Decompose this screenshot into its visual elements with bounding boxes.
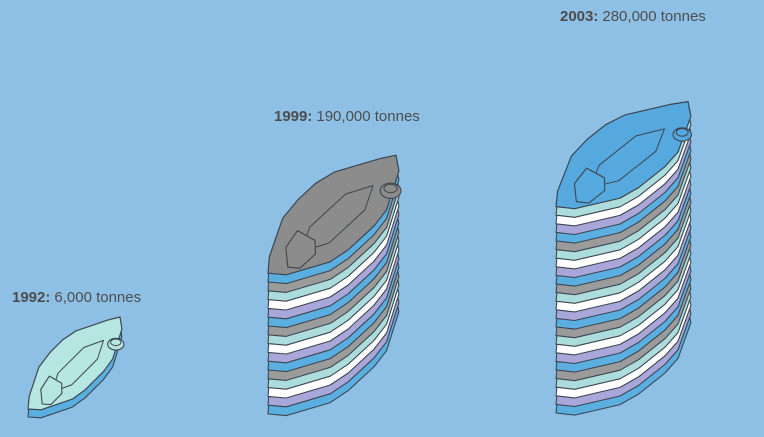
canister-handle	[40, 375, 63, 406]
label-1992: 1992: 6,000 tonnes	[12, 289, 141, 306]
canister-panel	[589, 128, 665, 189]
canister-cap-ring	[383, 183, 398, 194]
stack-1999	[267, 154, 402, 417]
label-2003: 2003: 280,000 tonnes	[560, 8, 706, 25]
label-1999: 1999: 190,000 tonnes	[274, 108, 420, 125]
stacks-layer	[27, 100, 692, 419]
stack-2003	[555, 100, 692, 416]
canister-panel	[51, 339, 104, 393]
canister-cap	[107, 337, 125, 351]
canister-panel	[300, 185, 374, 253]
canister-cap-ring	[675, 128, 689, 137]
canister-cap	[379, 182, 402, 199]
canister-handle	[573, 167, 606, 204]
canister-handle	[285, 230, 316, 269]
labels-layer: 1992: 6,000 tonnes 1999: 190,000 tonnes 20…	[12, 8, 706, 306]
canister-cap-ring	[110, 338, 122, 347]
stack-1992	[27, 316, 125, 419]
canister-cap	[672, 127, 692, 142]
